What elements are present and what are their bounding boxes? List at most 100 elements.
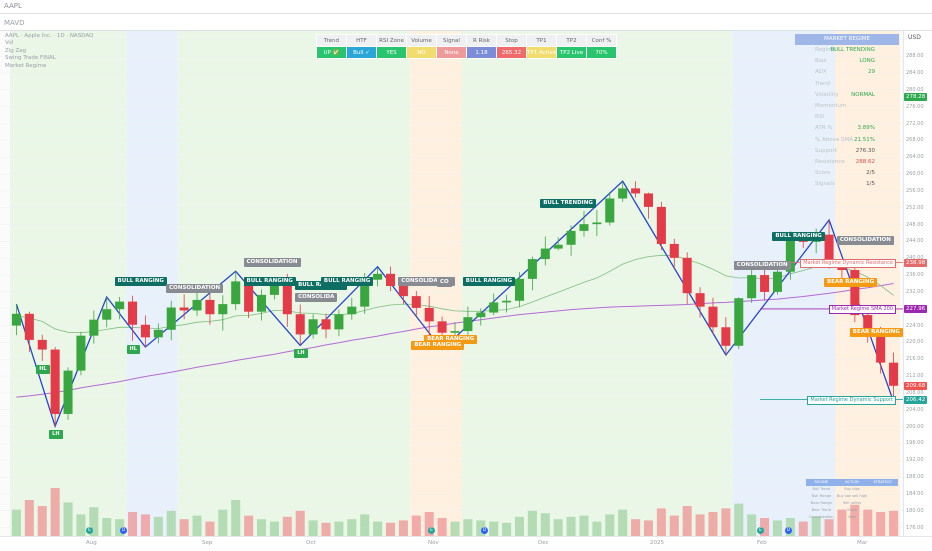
regime-row: Momentum [795, 101, 899, 112]
candle-body [695, 293, 705, 307]
candle-body [643, 193, 653, 207]
dashboard-header-cell: Volume [406, 34, 437, 47]
compare-input[interactable]: MAVD [4, 19, 25, 27]
volume-bar [360, 514, 370, 536]
dashboard-header-cell: R Risk [466, 34, 497, 47]
candle-body [708, 306, 718, 328]
regime-row-key: Score [815, 170, 831, 177]
candle-body [863, 315, 873, 334]
regime-row-value: 3.89% [857, 125, 875, 132]
legend-table-cell [867, 486, 898, 493]
regime-row: Volatility NORMAL [795, 90, 899, 101]
y-tick-label: 200.00 [906, 423, 924, 430]
volume-bar [605, 514, 615, 536]
legend-table-header: ACTION [845, 480, 859, 484]
candle-body [282, 283, 292, 315]
y-tick-label: 176.00 [906, 524, 924, 531]
regime-row-key: ADX [815, 69, 827, 76]
y-tick-label: 184.00 [906, 490, 924, 497]
swing-marker: HL [126, 344, 140, 354]
y-tick-label: 192.00 [906, 457, 924, 464]
legend-table-cell [867, 493, 898, 500]
price-tag: 227.96 [904, 304, 928, 313]
legend-line-swing[interactable]: Swing Trade FINAL [5, 55, 56, 62]
legend-table-cell: Wait [848, 515, 856, 519]
currency-label: USD [908, 34, 921, 41]
volume-bar [837, 509, 847, 536]
candle-body [115, 301, 125, 310]
legend-line-regime[interactable]: Market Regime [5, 62, 47, 69]
price-tag: 206.42 [904, 395, 928, 404]
y-tick-label: 264.00 [906, 154, 924, 161]
earnings-marker-icon[interactable]: D [785, 527, 792, 534]
candle-body [592, 222, 602, 225]
volume-bar [876, 512, 886, 536]
y-tick-label: 252.00 [906, 204, 924, 211]
volume-bar [540, 513, 550, 536]
regime-row-key: Signals [815, 181, 835, 188]
dashboard-value-cell: 70% [586, 46, 617, 59]
candle-body [153, 329, 163, 338]
legend-line-volume[interactable]: Vol [5, 40, 14, 47]
volume-bar [772, 520, 782, 536]
swing-marker: HL [36, 364, 50, 374]
earnings-marker-icon[interactable]: D [481, 527, 488, 534]
volume-bar [192, 515, 202, 536]
candle-body [411, 296, 421, 308]
legend-line-zigzag[interactable]: Zig Zag [5, 47, 27, 54]
y-tick-label: 272.00 [906, 120, 924, 127]
regime-row-key: Support [815, 147, 837, 154]
volume-bar [734, 503, 744, 536]
volume-bar [295, 510, 305, 536]
volume-bar [269, 521, 279, 536]
y-tick-label: 180.00 [906, 507, 924, 514]
candle-body [502, 300, 512, 303]
legend-table-cell: Buy low sell high [836, 494, 868, 498]
legend-table-cell: Bull Range [811, 494, 831, 498]
earnings-marker-icon[interactable]: E [428, 527, 435, 534]
symbol-input[interactable]: AAPL [4, 2, 22, 10]
regime-label: BEAR RANGING [411, 341, 465, 351]
regime-row: Trend [795, 79, 899, 90]
y-tick-label: 256.00 [906, 187, 924, 194]
volume-bar [850, 504, 860, 536]
level-label: Market Regime SMA 200 [828, 304, 896, 314]
regime-row: ATR % 3.89% [795, 123, 899, 134]
dashboard-header-cell: TP1 [526, 34, 557, 47]
legend-table-row: Bear Range Sell rallies [806, 500, 898, 507]
volume-bar [140, 514, 150, 536]
price-axis[interactable] [903, 31, 932, 536]
earnings-marker-icon[interactable]: E [86, 527, 93, 534]
time-axis[interactable] [0, 536, 932, 551]
dashboard-header-cell: Trend [316, 34, 347, 47]
regime-label: CONSOLIDATION [243, 258, 301, 268]
legend-line-symbol[interactable]: AAPL · Apple Inc. · 1D · NASDAQ [5, 33, 94, 39]
candle-body [424, 307, 434, 322]
dashboard-value-cell: YES [376, 46, 407, 59]
regime-label: BULL RANGING [772, 232, 825, 242]
y-tick-label: 276.00 [906, 103, 924, 110]
volume-bar [476, 520, 486, 536]
regime-row: ADX 29 [795, 67, 899, 78]
regime-row: Bias LONG [795, 56, 899, 67]
regime-label: CO [437, 278, 452, 288]
volume-bar [11, 509, 21, 536]
earnings-marker-icon[interactable]: E [757, 527, 764, 534]
earnings-marker-icon[interactable]: D [120, 527, 127, 534]
dashboard-value-cell: TP1 Active [526, 46, 557, 59]
candle-body [772, 271, 782, 292]
x-tick-label: Aug [86, 540, 97, 546]
dashboard-header-cell: Conf % [586, 34, 617, 47]
volume-bar [798, 521, 808, 536]
volume-bar [153, 516, 163, 536]
regime-legend-table: REGIME ACTION STRATEGY Bull Trend Buy dips B… [806, 479, 898, 521]
y-tick-label: 240.00 [906, 255, 924, 261]
y-tick-label: 224.00 [906, 322, 924, 329]
legend-table-row: Bear Trend Short [806, 507, 898, 514]
regime-row-key: RSI [815, 114, 824, 121]
legend-table-cell [867, 507, 898, 514]
regime-row-key: Momentum [815, 102, 847, 109]
regime-row-value: 21.51% [854, 136, 875, 143]
regime-row-key: Regime [815, 47, 836, 53]
dashboard-value-cell: None [436, 46, 467, 59]
